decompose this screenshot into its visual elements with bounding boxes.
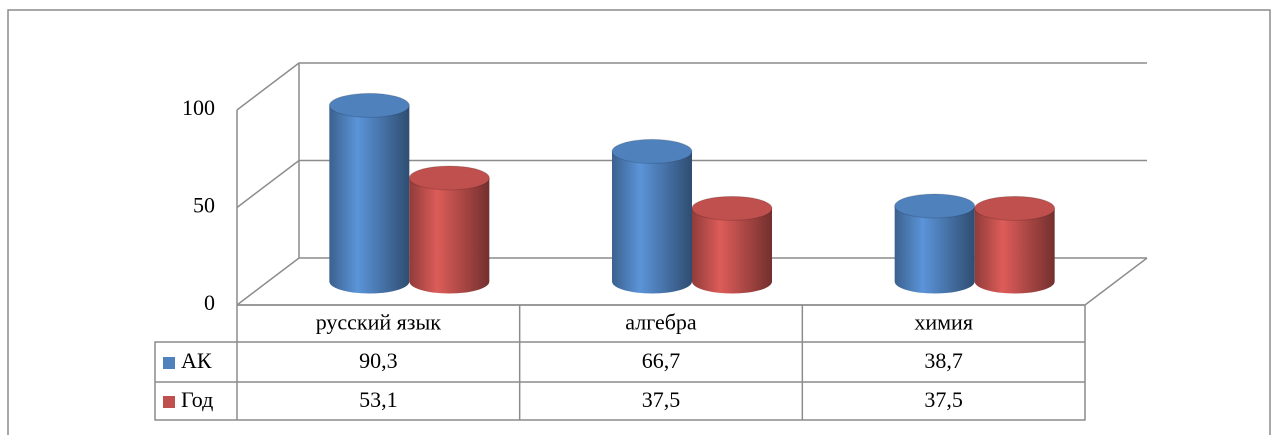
data-label: 90,3 [359, 348, 398, 373]
data-label: 37,5 [642, 387, 681, 412]
legend-label: Год [181, 387, 213, 412]
data-label: 38,7 [924, 348, 963, 373]
category-label: алгебра [625, 310, 697, 335]
table-border [154, 304, 1086, 421]
bar [974, 208, 1055, 294]
data-label: 37,5 [924, 387, 963, 412]
legend-swatch [163, 396, 175, 408]
y-tick-label: 0 [204, 290, 215, 315]
bar [409, 177, 490, 294]
bar-top [408, 165, 490, 191]
y-tick-label: 100 [182, 95, 215, 120]
bar [894, 206, 975, 294]
legend-swatch [163, 357, 175, 369]
bar-top [974, 195, 1056, 221]
bar-top [894, 193, 976, 219]
data-label: 53,1 [359, 387, 398, 412]
frame [7, 9, 1271, 435]
bar-top [328, 92, 410, 118]
bar [692, 208, 772, 294]
bar [329, 105, 410, 294]
bar [612, 151, 692, 294]
y-tick-label: 50 [193, 193, 215, 218]
bar-top [691, 195, 773, 221]
bar-top [611, 138, 693, 164]
category-label: русский язык [316, 310, 442, 335]
legend-label: АК [181, 348, 212, 373]
data-label: 66,7 [642, 348, 681, 373]
category-label: химия [914, 310, 973, 335]
